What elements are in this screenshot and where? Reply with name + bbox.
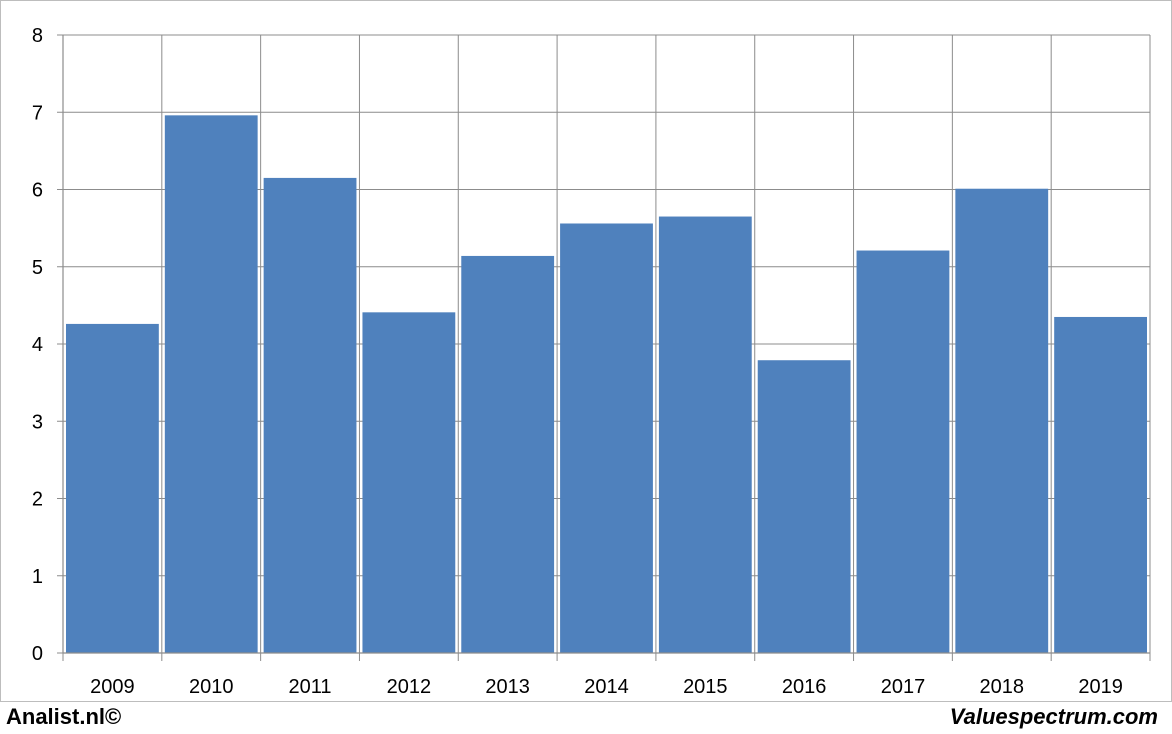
y-tick-label: 8 [32,25,43,47]
x-tick-label: 2017 [881,676,926,698]
bar-2017 [856,250,950,653]
y-tick-label: 6 [32,180,43,202]
bar-2009 [66,323,159,653]
x-tick-label: 2014 [584,676,629,698]
x-tick-label: 2016 [782,676,827,698]
x-tick-label: 2015 [683,676,728,698]
bar-2019 [1054,316,1147,653]
bar-2010 [164,115,258,654]
footer-watermark-label: Valuespectrum.com [949,704,1158,729]
bar-2013 [461,255,555,653]
x-tick-label: 2010 [189,676,234,698]
x-tick-label: 2011 [289,676,332,698]
y-tick-label: 4 [32,334,43,356]
y-tick-label: 5 [32,257,43,279]
y-tick-label: 0 [32,643,43,665]
bar-2011 [263,177,357,653]
x-tick-label: 2018 [980,676,1025,698]
bar-2012 [362,312,456,653]
y-tick-label: 1 [32,566,43,588]
chart-frame: 0 1 2 3 4 5 6 7 8 2009 2010 2011 2012 2013 2014 2015 201… [0,0,1172,702]
x-tick-label: 2013 [485,676,530,698]
y-tick-label: 2 [32,489,43,511]
bar-chart: 0 1 2 3 4 5 6 7 8 2009 2010 2011 2012 2013 2014 2015 201… [32,25,1151,698]
bar-2015 [658,216,752,653]
x-tick-label: 2012 [387,676,432,698]
footer-source-label: Analist.nl© [6,704,122,729]
x-tick-label: 2009 [90,676,135,698]
y-tick-label: 7 [32,102,43,124]
bar-2016 [757,360,851,653]
x-tick-label: 2019 [1078,676,1123,698]
bar-2018 [955,188,1049,654]
y-tick-label: 3 [32,411,43,433]
bar-2014 [560,223,653,654]
